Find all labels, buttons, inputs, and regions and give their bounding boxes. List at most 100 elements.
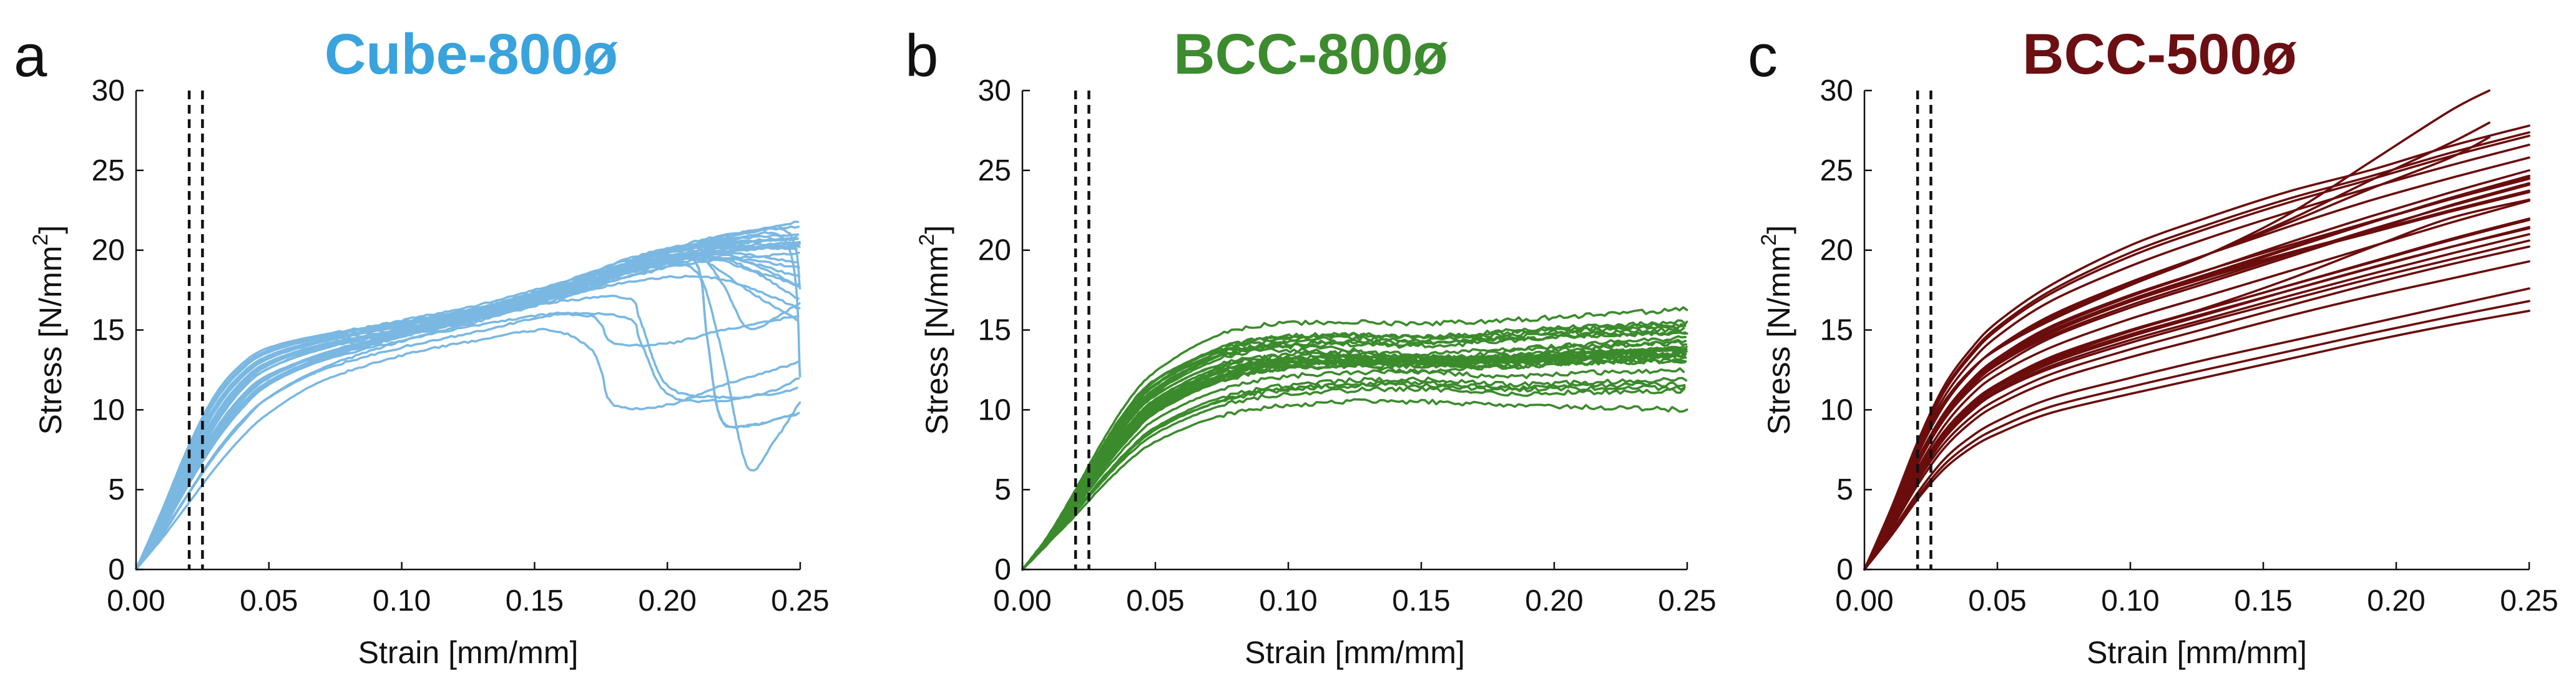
panel-a-curve-30 [135, 257, 800, 571]
panel-c-curve-12 [1863, 310, 2530, 571]
panel-c-curve-29 [1863, 245, 2530, 571]
panel-b-curve-7 [1021, 367, 1685, 571]
panel-b-xtick-label: 0.00 [993, 584, 1051, 618]
panel-b-ytick-label: 15 [978, 314, 1011, 347]
panel-b-curve-1 [1021, 306, 1688, 571]
panel-a-curve-29 [135, 240, 801, 571]
panel-b-ytick-label: 30 [978, 74, 1011, 107]
panel-a-xtick-label: 0.05 [240, 584, 298, 618]
panel-c-curve-30 [1863, 175, 2530, 571]
panel-b-xtick-label: 0.15 [1392, 584, 1450, 618]
panel-c-curve-7 [1863, 199, 2530, 571]
panel-a-ytick-label: 30 [92, 74, 125, 107]
panel-c-curve-9 [1863, 239, 2530, 571]
panel-a-y-axis-title-end: ] [33, 225, 68, 234]
panel-b-ytick-label: 20 [978, 234, 1011, 267]
panel-c-y-axis-title: Stress [N/mm2] [1757, 225, 1796, 435]
panel-a-y-axis-title-main: Stress [N/mm [33, 246, 68, 435]
panel-c-ytick-label: 5 [1836, 473, 1853, 506]
panel-b-x-axis-title: Strain [mm/mm] [1245, 635, 1465, 670]
panel-c-curve-15 [1863, 134, 2530, 571]
panel-c-xtick-label: 0.10 [2101, 584, 2159, 618]
panel-c-x-axis-title: Strain [mm/mm] [2087, 635, 2307, 670]
panel-c-ytick-label: 30 [1820, 74, 1853, 107]
panel-a-xtick-label: 0.15 [506, 584, 564, 618]
panel-a-ytick-label: 25 [92, 154, 125, 187]
panel-c-curve-22 [1863, 198, 2530, 571]
panel-a-y-axis-title: Stress [N/mm2] [29, 225, 68, 435]
panel-c-title: BCC-500ø [2022, 22, 2297, 86]
panel-c-ytick-label: 25 [1820, 154, 1853, 187]
panel-a-xtick-label: 0.00 [107, 584, 165, 618]
panel-b-curve-9 [1021, 386, 1685, 571]
panel-a-curve-8 [135, 328, 800, 571]
panel-c-curve-13 [1863, 121, 2490, 571]
panel-b-y-axis-title-main: Stress [N/mm [919, 246, 954, 435]
panel-c-curve-10 [1863, 260, 2530, 571]
panel-b-ytick-label: 25 [978, 154, 1011, 187]
panel-c-xtick-label: 0.05 [1968, 584, 2026, 618]
panel-c-curve-2 [1863, 124, 2530, 571]
panel-c-curve-24 [1863, 300, 2530, 571]
panel-b-xtick-label: 0.20 [1525, 584, 1583, 618]
panel-b-curve-28 [1021, 350, 1687, 571]
panel-c-curve-11 [1863, 287, 2530, 571]
panel-c-xtick-label: 0.20 [2367, 584, 2425, 618]
panel-b-ytick-label: 5 [994, 473, 1011, 506]
panel-b-curve-21 [1021, 380, 1686, 571]
panel-a-curves [135, 220, 801, 571]
panel-c-letter: c [1748, 22, 1778, 89]
panel-b-xtick-label: 0.05 [1126, 584, 1184, 618]
panel-b-curve-30 [1021, 354, 1685, 571]
panel-b-xtick-label: 0.25 [1658, 584, 1716, 618]
panel-b-y-axis-title-end: ] [919, 225, 954, 234]
panel-c-xtick-label: 0.25 [2500, 584, 2558, 618]
panel-a-letter: a [14, 22, 47, 89]
panel-c-curve-27 [1863, 131, 2530, 571]
panel-c-ytick-label: 0 [1836, 553, 1853, 586]
panel-c-curve-19 [1863, 233, 2530, 571]
panel-a-ytick-label: 5 [108, 473, 125, 506]
panel-a-xtick-label: 0.20 [638, 584, 696, 618]
panel-a-title: Cube-800ø [325, 22, 618, 86]
panel-a-y-axis-title-sup: 2 [29, 234, 52, 246]
panel-a-ytick-label: 10 [92, 393, 125, 426]
panel-c-ytick-label: 20 [1820, 234, 1853, 267]
panel-b-curve-24 [1021, 338, 1687, 571]
panel-c-ytick-label: 10 [1820, 393, 1853, 426]
panel-b-curve-27 [1021, 323, 1687, 571]
panel-b-curve-29 [1021, 348, 1687, 571]
panel-a-ytick-label: 0 [108, 553, 125, 586]
panel-c-curve-26 [1863, 190, 2530, 571]
panel-b-xtick-label: 0.10 [1259, 584, 1317, 618]
panel-c: c BCC-500ø 0 5 10 15 20 25 30 0.00 0.05 0.10 0.15 0… [1748, 22, 2559, 670]
panel-a-xtick-label: 0.10 [373, 584, 431, 618]
panel-a-curve-20 [135, 311, 800, 571]
panel-c-y-axis-title-end: ] [1761, 225, 1796, 234]
panel-b-y-axis-title-sup: 2 [915, 234, 939, 246]
panel-b-letter: b [905, 22, 938, 89]
panel-a-curve-21 [135, 312, 800, 571]
panel-b-ytick-label: 10 [978, 393, 1011, 426]
panel-c-y-axis-title-main: Stress [N/mm [1761, 246, 1796, 435]
panel-a-ytick-label: 20 [92, 234, 125, 267]
panel-b-ytick-label: 0 [994, 553, 1011, 586]
panel-b-title: BCC-800ø [1173, 22, 1448, 86]
panel-b-y-axis-title: Stress [N/mm2] [915, 225, 954, 435]
panel-c-curve-16 [1863, 177, 2530, 571]
panel-c-curves [1863, 89, 2530, 571]
panel-b-curve-10 [1021, 398, 1688, 571]
panel-b: b BCC-800ø 0 5 10 15 20 25 30 0.00 0.05 0.10 0.15 0… [905, 22, 1717, 670]
panel-a-curve-24 [135, 227, 801, 571]
panel-c-curve-25 [1863, 136, 2490, 571]
panel-a: a Cube-800ø 0 5 10 15 20 25 30 0.00 0.05 0.10 0.15… [14, 22, 830, 670]
panel-c-curve-23 [1863, 217, 2530, 571]
panel-c-xtick-label: 0.00 [1835, 584, 1893, 618]
panel-a-curve-27 [135, 242, 801, 571]
panel-c-y-axis-title-sup: 2 [1757, 234, 1781, 246]
panel-a-xtick-label: 0.25 [771, 584, 829, 618]
panel-c-ytick-label: 15 [1820, 314, 1853, 347]
panel-b-curves [1021, 306, 1688, 571]
panel-a-x-axis-title: Strain [mm/mm] [358, 635, 579, 670]
